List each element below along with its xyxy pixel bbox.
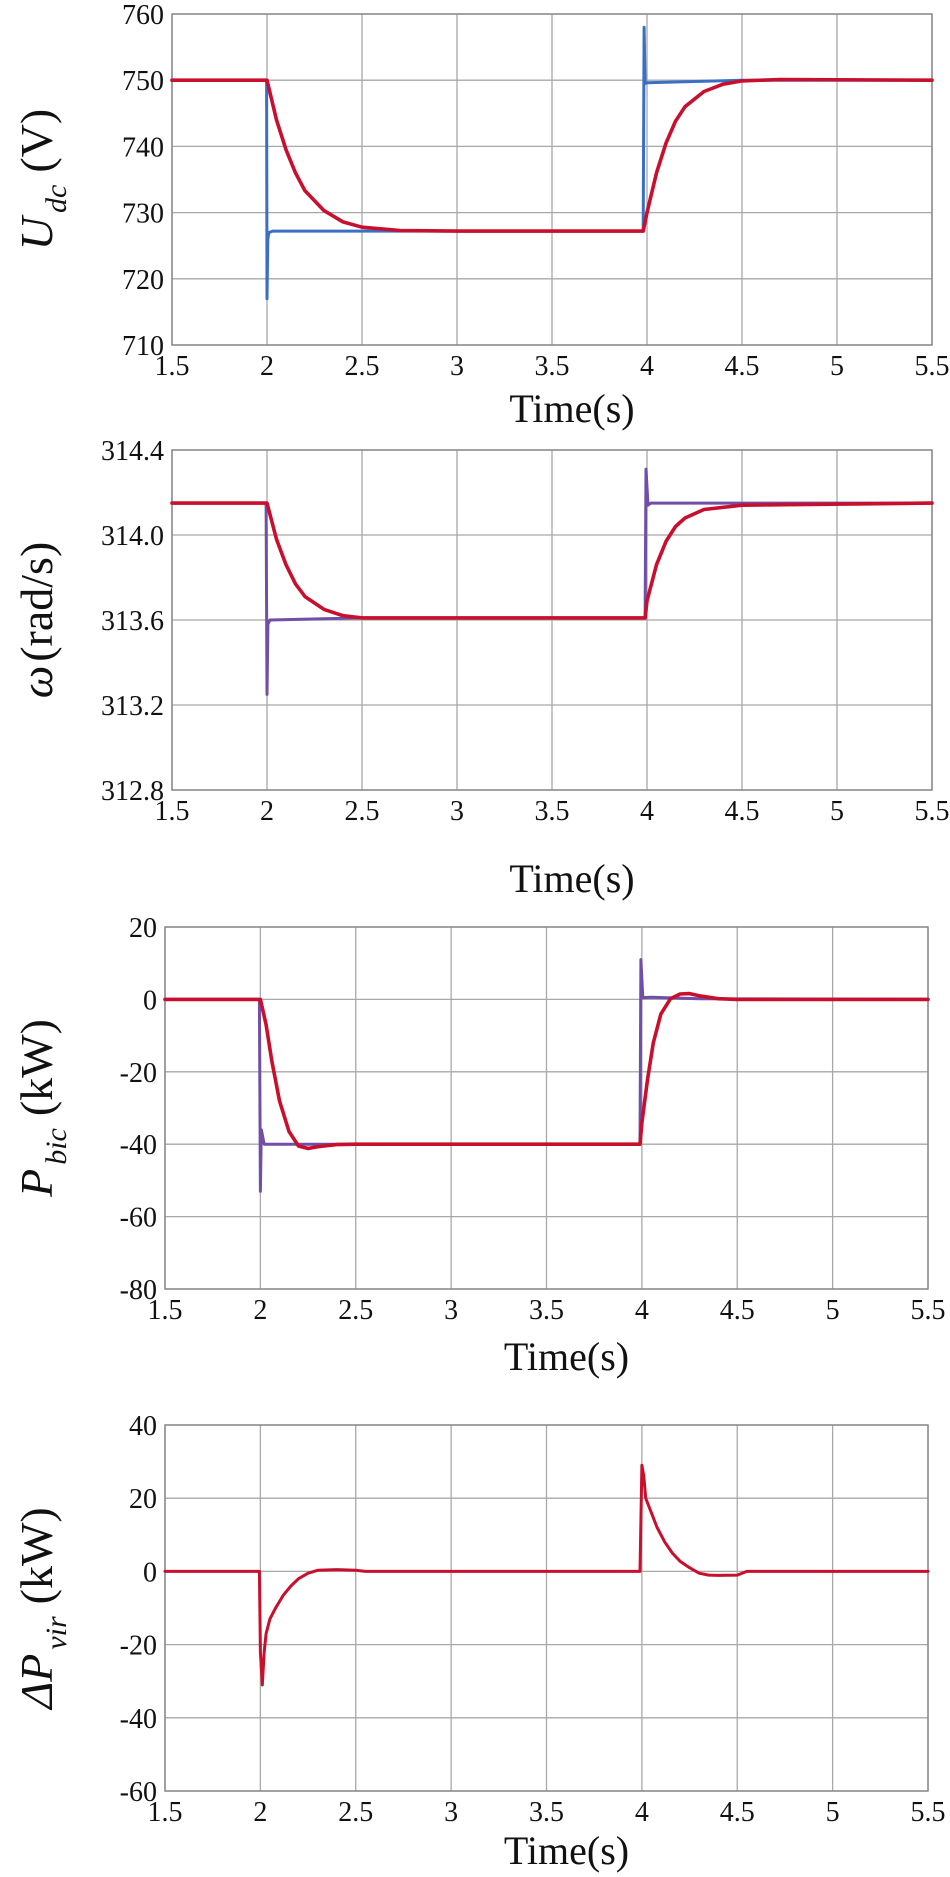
x-axis-label: Time(s) — [504, 1334, 629, 1379]
x-tick-label: 2.5 — [345, 351, 380, 382]
x-tick-label: 5 — [830, 351, 844, 382]
x-tick-label: 2 — [253, 1295, 267, 1326]
y-tick-label: 710 — [122, 331, 164, 362]
x-tick-label: 4 — [640, 796, 654, 827]
y-tick-label: 720 — [122, 265, 164, 296]
plot-frame — [164, 926, 929, 1290]
series-line-1 — [170, 25, 934, 301]
series-line-2 — [170, 77, 934, 233]
x-tick-label: 5 — [826, 1797, 840, 1828]
y-tick-label: 740 — [122, 132, 164, 163]
y-axis-symbol: P — [11, 1169, 62, 1198]
y-tick-label: 20 — [129, 1484, 157, 1515]
y-axis-symbol: U — [11, 214, 62, 250]
x-tick-label: 4 — [635, 1797, 649, 1828]
y-tick-label: -40 — [120, 1130, 157, 1161]
chart-panel-2: 1.5 2 2.5 3 3.5 4 4.5 5 5.5 312.8 313.2 313.6 314.0 3… — [11, 436, 950, 901]
x-axis-label: Time(s) — [509, 856, 634, 901]
x-tick-label: 5.5 — [911, 1797, 946, 1828]
x-tick-label: 3.5 — [535, 796, 570, 827]
y-tick-label: 760 — [122, 0, 164, 31]
y-tick-label: 0 — [143, 985, 157, 1016]
y-tick-label: 750 — [122, 66, 164, 97]
chart-panel-1: 1.5 2 2.5 3 3.5 4 4.5 5 5.5 710 720 730 740 750 760 Tim… — [11, 0, 950, 431]
y-tick-label: -60 — [120, 1777, 157, 1808]
chart-panel-3: 1.5 2 2.5 3 3.5 4 4.5 5 5.5 -80 -60 -40 -20 0 20 Time(s… — [11, 913, 946, 1379]
y-axis-symbol: ΔP — [11, 1654, 62, 1711]
x-tick-label: 4.5 — [725, 351, 760, 382]
x-tick-label: 5.5 — [915, 351, 950, 382]
x-tick-label: 4 — [635, 1295, 649, 1326]
x-tick-label: 2 — [260, 796, 274, 827]
y-tick-label: 312.8 — [101, 776, 164, 807]
y-axis-symbol: ω — [11, 666, 62, 698]
x-axis-label: Time(s) — [509, 386, 634, 431]
y-axis-unit: (rad/s) — [11, 542, 62, 662]
y-tick-label: -20 — [120, 1631, 157, 1662]
y-axis-label: Pbic (kW) — [11, 1019, 73, 1198]
x-tick-label: 2 — [260, 351, 274, 382]
y-tick-label: -20 — [120, 1058, 157, 1089]
x-tick-label: 5.5 — [911, 1295, 946, 1326]
x-tick-label: 1.5 — [148, 1295, 183, 1326]
x-tick-label: 4 — [640, 351, 654, 382]
x-tick-label: 2.5 — [345, 796, 380, 827]
y-axis-subscript: dc — [40, 185, 73, 213]
x-tick-label: 4.5 — [720, 1797, 755, 1828]
y-tick-label: 730 — [122, 199, 164, 230]
x-tick-label: 5.5 — [915, 796, 950, 827]
x-tick-label: 5 — [826, 1295, 840, 1326]
y-tick-label: 40 — [129, 1411, 157, 1442]
y-axis-subscript: vir — [40, 1616, 73, 1650]
y-tick-label: -80 — [120, 1275, 157, 1306]
y-axis-subscript: bic — [40, 1128, 73, 1165]
y-tick-label: 313.6 — [101, 606, 164, 637]
x-tick-label: 3 — [444, 1295, 458, 1326]
x-tick-label: 1.5 — [155, 351, 190, 382]
series-line-2 — [163, 991, 930, 1151]
x-tick-label: 2.5 — [338, 1797, 373, 1828]
x-tick-label: 1.5 — [148, 1797, 183, 1828]
y-tick-label: 20 — [129, 913, 157, 944]
x-tick-label: 1.5 — [155, 796, 190, 827]
y-axis-label: ΔP vir (kW) — [11, 1507, 73, 1711]
x-tick-label: 4.5 — [725, 796, 760, 827]
plot-frame — [171, 13, 933, 346]
series-line-1 — [163, 1463, 930, 1687]
y-tick-label: -40 — [120, 1704, 157, 1735]
y-axis-label: Udc (V) — [11, 109, 73, 250]
series-line-2 — [170, 501, 934, 620]
y-axis-unit: (kW) — [11, 1507, 62, 1604]
x-tick-label: 2.5 — [338, 1295, 373, 1326]
x-tick-label: 3.5 — [529, 1295, 564, 1326]
y-axis-unit: (kW) — [11, 1019, 62, 1116]
chart-panel-4: 1.5 2 2.5 3 3.5 4 4.5 5 5.5 -60 -40 -20 0 20 40 Time(s)… — [11, 1411, 946, 1873]
x-tick-label: 3 — [450, 351, 464, 382]
x-tick-label: 4.5 — [720, 1295, 755, 1326]
y-axis-unit: (V) — [11, 109, 62, 173]
plot-frame — [171, 449, 933, 791]
x-tick-label: 3.5 — [535, 351, 570, 382]
x-tick-label: 3.5 — [529, 1797, 564, 1828]
y-axis-label: ω (rad/s) — [11, 542, 62, 699]
x-axis-label: Time(s) — [504, 1828, 629, 1873]
x-tick-label: 2 — [253, 1797, 267, 1828]
y-tick-label: 0 — [143, 1557, 157, 1588]
x-tick-label: 5 — [830, 796, 844, 827]
y-tick-label: -60 — [120, 1203, 157, 1234]
x-tick-label: 3 — [450, 796, 464, 827]
y-tick-label: 314.0 — [101, 521, 164, 552]
y-tick-label: 314.4 — [101, 436, 164, 467]
plot-frame — [164, 1424, 929, 1792]
x-tick-label: 3 — [444, 1797, 458, 1828]
y-tick-label: 313.2 — [101, 691, 164, 722]
